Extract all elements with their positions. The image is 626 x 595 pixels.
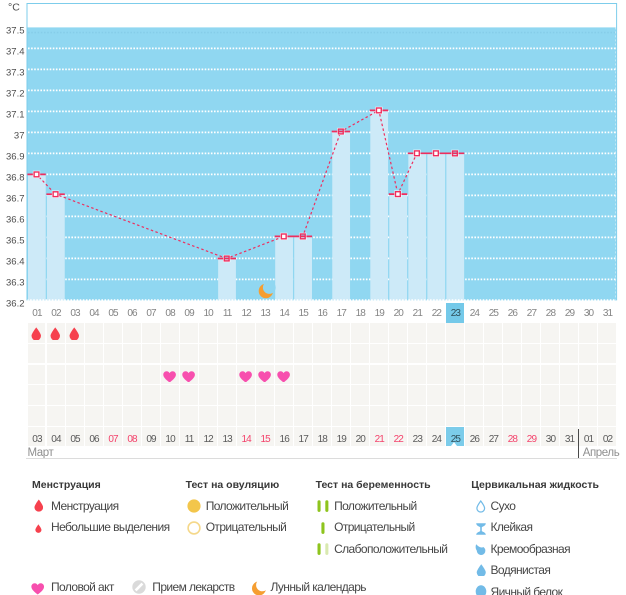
svg-text:37.1: 37.1 <box>6 110 25 121</box>
svg-text:37: 37 <box>14 131 25 142</box>
svg-text:36.9: 36.9 <box>6 152 25 163</box>
svg-text:36.2: 36.2 <box>6 299 25 309</box>
svg-text:36.3: 36.3 <box>6 278 25 289</box>
svg-text:37.4: 37.4 <box>6 47 25 58</box>
svg-text:37.2: 37.2 <box>6 89 25 100</box>
svg-text:36.8: 36.8 <box>6 173 25 184</box>
svg-text:36.4: 36.4 <box>6 257 25 268</box>
svg-text:36.7: 36.7 <box>6 194 25 205</box>
svg-text:36.5: 36.5 <box>6 236 25 247</box>
svg-text:°C: °C <box>8 2 20 14</box>
svg-text:36.6: 36.6 <box>6 215 25 226</box>
svg-text:37.5: 37.5 <box>6 26 25 37</box>
svg-text:37.3: 37.3 <box>6 68 25 79</box>
